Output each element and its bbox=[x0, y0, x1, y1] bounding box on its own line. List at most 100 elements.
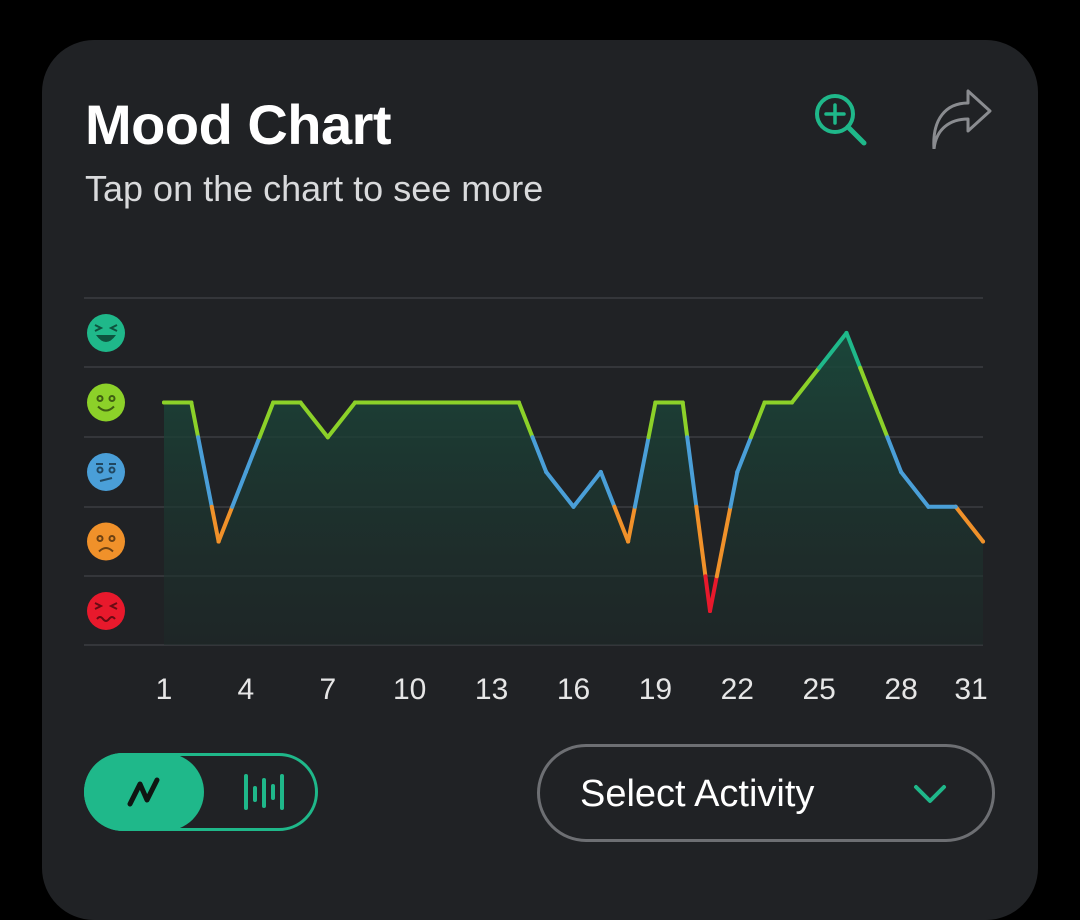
mood-line-segment bbox=[257, 400, 276, 440]
awful-mood-icon bbox=[87, 592, 125, 630]
select-activity-label: Select Activity bbox=[580, 773, 815, 815]
mood-line-segment bbox=[646, 400, 658, 440]
mood-data-point bbox=[926, 504, 931, 509]
x-tick-label: 19 bbox=[639, 673, 672, 706]
x-tick-label: 16 bbox=[557, 673, 590, 706]
mood-line-segment bbox=[571, 470, 603, 509]
mood-line-segment bbox=[735, 435, 753, 474]
mood-line-segment bbox=[685, 435, 699, 509]
mood-line-segment bbox=[632, 435, 651, 509]
mouth bbox=[98, 547, 114, 553]
mood-data-point bbox=[953, 504, 958, 509]
mood-line-segment bbox=[325, 400, 358, 440]
eyes bbox=[94, 324, 118, 332]
mood-area bbox=[164, 333, 983, 645]
mood-data-point bbox=[653, 400, 658, 405]
mood-data-point bbox=[981, 539, 985, 544]
mood-line-segment bbox=[680, 400, 690, 440]
mood-data-point bbox=[298, 400, 303, 405]
chart-view-toggle bbox=[84, 753, 318, 831]
zoom-in-icon bbox=[815, 94, 867, 146]
mood-data-point bbox=[216, 539, 221, 544]
x-tick-label: 1 bbox=[156, 673, 173, 706]
mood-data-point bbox=[626, 539, 631, 544]
mood-data-point bbox=[899, 470, 904, 474]
mood-line-segment bbox=[817, 331, 849, 370]
mood-line-segment bbox=[230, 470, 248, 509]
mood-data-point bbox=[735, 470, 740, 474]
share-icon bbox=[932, 89, 992, 149]
page-title: Mood Chart bbox=[85, 93, 392, 156]
mood-data-point bbox=[708, 609, 712, 613]
x-tick-label: 28 bbox=[884, 673, 917, 706]
mood-data-point bbox=[353, 400, 358, 405]
mood-data-point bbox=[489, 400, 494, 405]
mood-data-point bbox=[243, 470, 248, 474]
mood-line-segment bbox=[243, 435, 262, 474]
mood-data-point bbox=[516, 400, 521, 405]
bar-view-button[interactable] bbox=[207, 753, 321, 831]
eye bbox=[96, 395, 104, 402]
x-tick-label: 22 bbox=[721, 673, 754, 706]
mood-data-point bbox=[680, 400, 685, 405]
mood-line-segment bbox=[953, 504, 985, 544]
x-tick-label: 4 bbox=[238, 673, 255, 706]
select-activity-dropdown[interactable]: Select Activity bbox=[537, 744, 995, 842]
mood-data-point bbox=[871, 400, 876, 405]
mouth bbox=[97, 405, 115, 412]
mouth bbox=[99, 477, 113, 482]
mood-line-segment bbox=[298, 400, 330, 440]
eye bbox=[96, 466, 104, 474]
mood-line-segment bbox=[789, 365, 822, 405]
mood-data-point bbox=[571, 504, 576, 509]
mood-line-segment bbox=[216, 504, 235, 544]
mood-data-point bbox=[462, 400, 467, 405]
mood-line-segment bbox=[871, 400, 890, 440]
mood-line-segment bbox=[612, 504, 631, 544]
line-view-button[interactable] bbox=[84, 753, 204, 831]
mood-face bbox=[87, 383, 125, 422]
mood-line-segment bbox=[694, 504, 708, 579]
mood-data-point bbox=[271, 400, 276, 405]
chart-subtitle: Tap on the chart to see more bbox=[85, 168, 544, 209]
mood-face bbox=[87, 522, 125, 561]
mood-face bbox=[87, 453, 125, 491]
mood-line-segment bbox=[598, 470, 617, 509]
mood-line-segment bbox=[530, 435, 549, 474]
meh-mood-icon bbox=[87, 453, 125, 491]
mood-chart[interactable]: 1 4 7 10 13 16 19 22 25 28 31 bbox=[0, 0, 1080, 879]
eye bbox=[108, 395, 116, 402]
x-tick-label: 25 bbox=[803, 673, 836, 706]
mouth bbox=[96, 616, 116, 622]
mood-line-segment bbox=[196, 435, 214, 509]
mood-data-point bbox=[844, 331, 849, 335]
line-chart-icon bbox=[127, 777, 160, 807]
mood-line-segment bbox=[714, 504, 733, 579]
mood-line-segment bbox=[858, 365, 876, 405]
chevron-down-icon bbox=[914, 785, 946, 803]
eye bbox=[108, 466, 116, 474]
mood-data-point bbox=[762, 400, 767, 405]
bar-chart-icon bbox=[244, 774, 284, 810]
mood-line-segment bbox=[626, 504, 637, 544]
mood-data-point bbox=[435, 400, 439, 405]
x-tick-label: 13 bbox=[475, 673, 508, 706]
x-tick-label: 31 bbox=[954, 673, 987, 706]
eye bbox=[108, 535, 116, 542]
mouth bbox=[96, 335, 116, 342]
mood-data-point bbox=[325, 435, 330, 440]
x-tick-label: 10 bbox=[393, 673, 426, 706]
zoom-button[interactable] bbox=[804, 84, 874, 154]
mood-data-point bbox=[407, 400, 412, 405]
mood-line-segment bbox=[899, 470, 931, 509]
mood-data-point bbox=[380, 400, 385, 405]
mood-data-point bbox=[789, 400, 794, 405]
share-button[interactable] bbox=[926, 84, 996, 154]
great-mood-icon bbox=[87, 314, 125, 352]
mood-line-segment bbox=[844, 331, 863, 370]
mood-data-point bbox=[598, 470, 603, 474]
mood-data-point bbox=[544, 470, 549, 474]
mood-line-segment bbox=[516, 400, 535, 440]
mood-data-point bbox=[189, 400, 194, 405]
mood-line-segment bbox=[544, 470, 576, 509]
